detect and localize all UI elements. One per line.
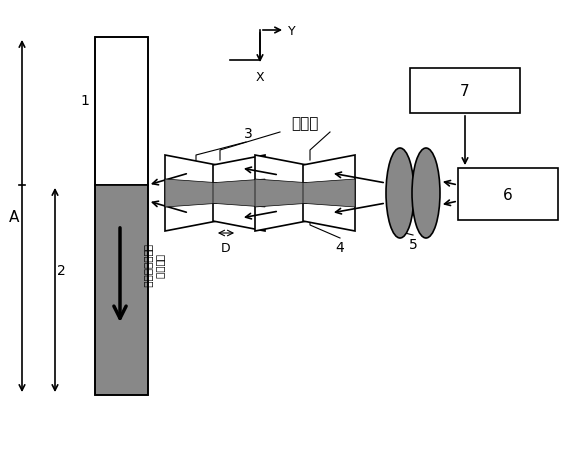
Polygon shape bbox=[213, 180, 265, 207]
Polygon shape bbox=[303, 180, 355, 207]
Polygon shape bbox=[213, 156, 265, 232]
Bar bbox=[95, 186, 148, 395]
Text: D: D bbox=[221, 242, 231, 254]
Text: 1: 1 bbox=[80, 94, 89, 108]
Polygon shape bbox=[165, 156, 217, 232]
Text: Y: Y bbox=[288, 25, 295, 37]
Polygon shape bbox=[165, 180, 217, 207]
Text: 7: 7 bbox=[460, 84, 470, 99]
Ellipse shape bbox=[386, 149, 414, 238]
Polygon shape bbox=[255, 180, 307, 207]
Polygon shape bbox=[303, 156, 355, 232]
Text: 2: 2 bbox=[57, 263, 66, 278]
Text: 量子级联激光器: 量子级联激光器 bbox=[143, 243, 153, 287]
Text: 调制光: 调制光 bbox=[291, 116, 319, 131]
Bar bbox=[95, 38, 148, 395]
Polygon shape bbox=[255, 156, 307, 232]
Bar bbox=[95, 38, 148, 186]
Text: 6: 6 bbox=[503, 187, 513, 202]
Text: X: X bbox=[256, 71, 264, 84]
Text: 3: 3 bbox=[244, 127, 252, 141]
Text: A: A bbox=[9, 209, 19, 224]
Text: 5: 5 bbox=[408, 238, 418, 252]
Text: 激光输出: 激光输出 bbox=[155, 253, 165, 278]
Bar bbox=[410, 69, 520, 114]
Ellipse shape bbox=[412, 149, 440, 238]
Text: 4: 4 bbox=[336, 241, 344, 254]
Bar bbox=[458, 169, 558, 221]
